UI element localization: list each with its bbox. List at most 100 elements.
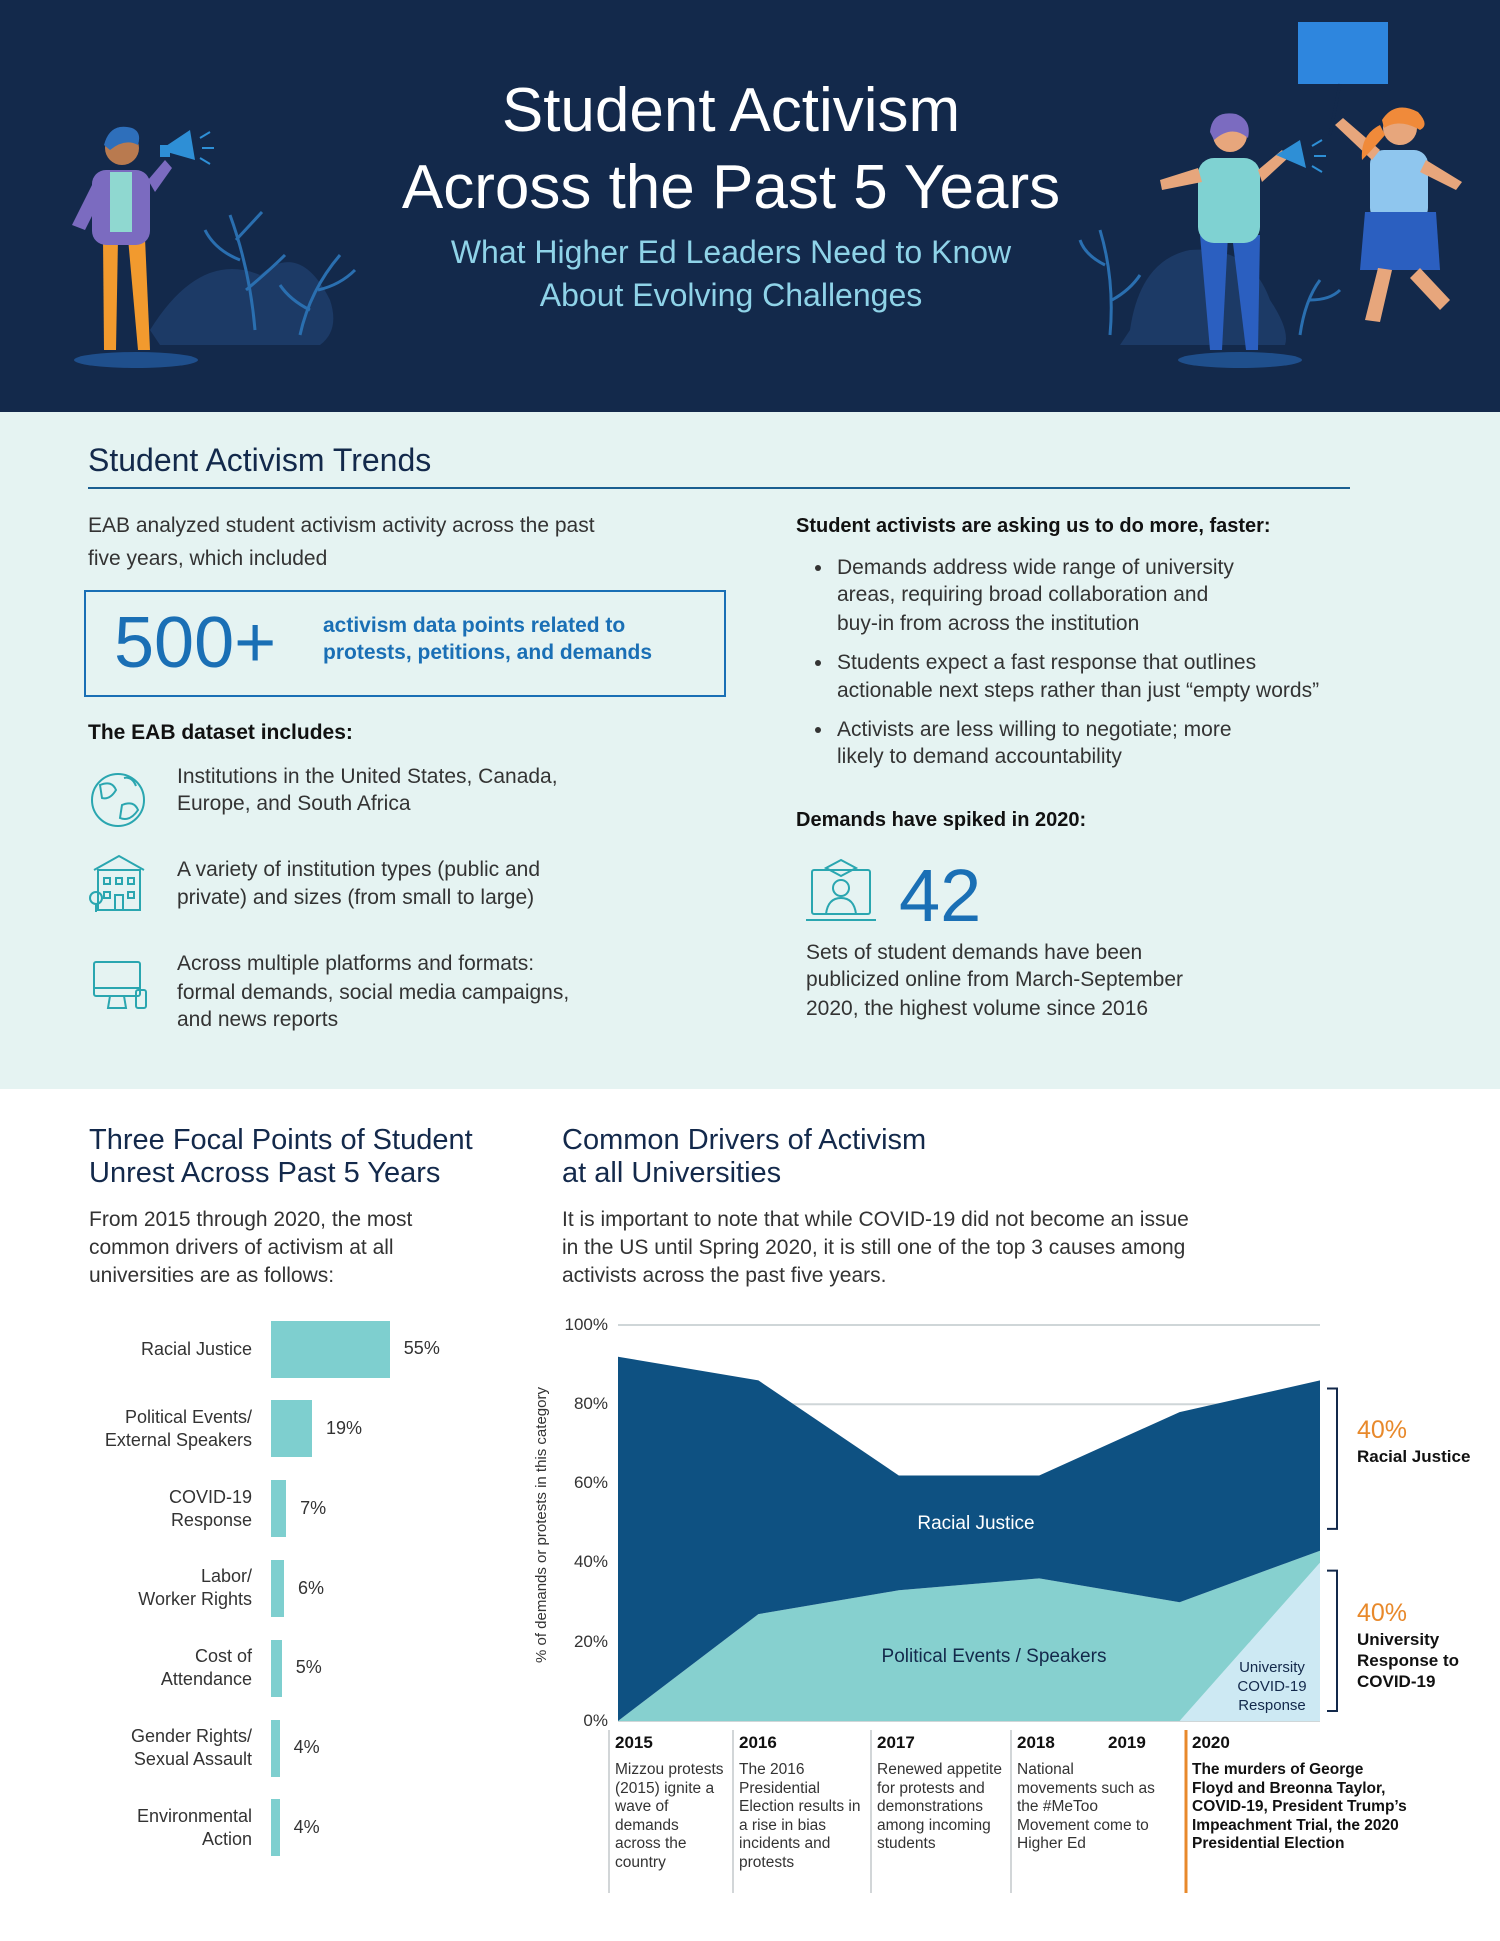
icons-shape [93, 961, 141, 997]
illustration-left-shape [150, 262, 334, 345]
illustration-left-shape [203, 210, 357, 336]
illustration-right-shape [1078, 229, 1342, 336]
bullet [815, 565, 821, 571]
value-label: 6% [297, 1577, 324, 1598]
spike-number: 42 [899, 853, 982, 937]
illustration-left-shape-shape [234, 210, 264, 242]
illustration-left-shape-shape [298, 254, 342, 336]
icons-shape [114, 894, 124, 911]
illustration-left-shape [199, 131, 214, 165]
illustration-right-shape [1210, 113, 1249, 140]
bar [271, 1400, 313, 1458]
icons-shape [118, 802, 140, 820]
y-tick-label: 0% [583, 1710, 608, 1730]
illustration-right-shape [1258, 150, 1288, 182]
y-axis-label: % of demands or protests in this categor… [533, 1387, 550, 1663]
illustration-right-shape [1311, 139, 1326, 173]
y-tick-label: 20% [573, 1631, 608, 1651]
illustration-left-shape-shape [199, 131, 211, 139]
category-label: COVID-19 Response [168, 1486, 252, 1530]
bar [271, 1639, 282, 1697]
chart-subtitle-line: It is important to note that while COVID… [562, 1208, 1189, 1232]
subtitle-line: What Higher Ed Leaders Need to Know [450, 233, 1012, 270]
icons-shape [135, 989, 147, 1009]
dataset-item: Across multiple platforms and formats: [177, 952, 535, 976]
illustration-right-shape [1276, 140, 1306, 168]
intro-line: five years, which included [88, 547, 328, 571]
dataset-item: Europe, and South Africa [177, 792, 411, 816]
series-label: University COVID-19 Response [1237, 1659, 1307, 1714]
illustration-right-shape [1365, 268, 1392, 322]
icons-shape [825, 896, 857, 915]
chart-subtitle-line: common drivers of activism at all [89, 1236, 394, 1260]
intro-line: EAB analyzed student activism activity a… [88, 514, 595, 538]
icons-shape [823, 858, 859, 878]
illustration-left-shape [103, 238, 118, 350]
annotation-bracket [1327, 1387, 1338, 1530]
ask-line: Demands address wide range of university [837, 556, 1234, 580]
bar [271, 1320, 390, 1378]
annotation-bracket [1327, 1569, 1338, 1712]
chart-subtitle-line: From 2015 through 2020, the most [89, 1208, 413, 1232]
value-label: 55% [403, 1338, 440, 1359]
trends-background [0, 412, 1500, 1089]
icons-shape [115, 877, 123, 885]
stat-number: 500+ [114, 602, 277, 683]
y-tick-label: 80% [573, 1394, 608, 1413]
dataset-item: and news reports [177, 1008, 339, 1032]
year-label: 2017 [877, 1732, 915, 1752]
spike-text: Sets of student demands have been [806, 941, 1143, 965]
illustration-right-shape [1200, 235, 1228, 350]
year-label: 2016 [739, 1732, 777, 1752]
annotation-value: 40% [1357, 1416, 1408, 1445]
year-label: 2020 [1192, 1732, 1230, 1752]
bullet [815, 727, 821, 733]
y-tick-label: 60% [573, 1473, 608, 1493]
stat-text: protests, petitions, and demands [323, 641, 653, 665]
bar [271, 1799, 280, 1857]
category-label: Labor/ Worker Rights [138, 1566, 252, 1610]
illustration-right-shape [1360, 212, 1440, 270]
illustration-left-shape [148, 160, 172, 192]
year-label: 2019 [1108, 1732, 1146, 1752]
chart-title-line: Common Drivers of Activism [562, 1123, 927, 1156]
illustration-right-shape-shape [1311, 139, 1323, 147]
illustration-left-shape [74, 352, 198, 368]
illustration-left-shape [128, 238, 150, 350]
icons-shape [127, 891, 135, 899]
ask-line: Activists are less willing to negotiate;… [837, 718, 1232, 742]
illustration-right-shape [1160, 168, 1202, 190]
ask-line: Students expect a fast response that out… [837, 651, 1257, 675]
illustration-right-shape-shape [1111, 274, 1142, 302]
dataset-item: A variety of institution types (public a… [177, 858, 541, 882]
category-label: Racial Justice [140, 1338, 252, 1359]
icons-shape [103, 891, 111, 899]
icons-shape [127, 877, 135, 885]
dataset-item: Institutions in the United States, Canad… [177, 765, 558, 789]
icons-shape [93, 854, 145, 871]
timeline-event: The murders of George Floyd and Breonna … [1192, 1761, 1407, 1853]
title-line: Across the Past 5 Years [401, 152, 1061, 222]
annotation-value: 40% [1357, 1598, 1408, 1627]
bar [271, 1559, 284, 1617]
value-label: 4% [293, 1737, 320, 1758]
chart-title-line: at all Universities [562, 1156, 782, 1189]
illustration-right-shape [1420, 160, 1462, 190]
category-label: Environmental Action [136, 1805, 252, 1849]
illustration-left-shape-shape [199, 157, 211, 165]
illustration-right-shape [1328, 83, 1342, 136]
series-label: Racial Justice [917, 1513, 1035, 1534]
illustration-left-shape [160, 145, 170, 157]
ask-line: areas, requiring broad collaboration and [837, 583, 1209, 607]
timeline-event: Renewed appetite for protests and demons… [877, 1761, 1002, 1853]
value-label: 5% [295, 1657, 322, 1678]
year-label: 2018 [1017, 1732, 1055, 1752]
area [618, 1550, 1320, 1721]
illustration-right-shape [1178, 352, 1302, 368]
icons-shape [106, 995, 128, 1009]
dataset-item: private) and sizes (from small to large) [177, 886, 535, 910]
illustration-left-shape-shape [317, 268, 357, 292]
illustration-left-shape-shape [278, 284, 311, 312]
